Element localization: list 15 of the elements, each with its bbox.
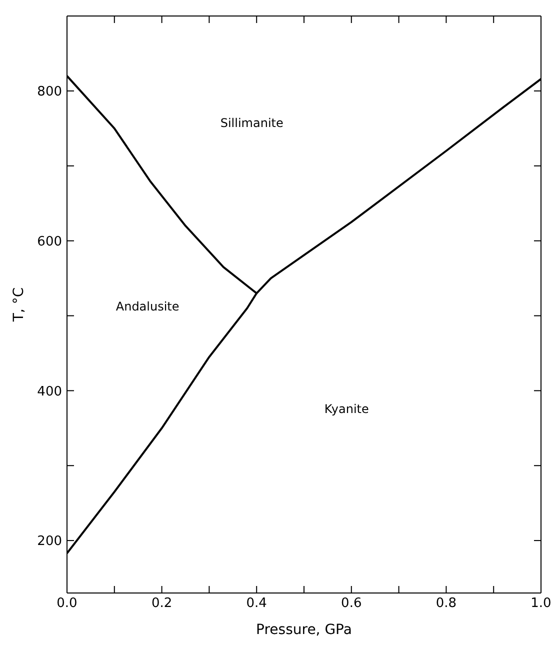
x-tick-label: 1.0 (530, 596, 552, 612)
y-tick-label: 800 (37, 84, 62, 100)
annotation: Andalusite (116, 299, 180, 314)
x-tick-label: 0.6 (341, 596, 362, 612)
y-tick-label: 600 (37, 234, 62, 250)
x-tick-label: 0.4 (246, 596, 267, 612)
annotation: Sillimanite (220, 116, 284, 130)
x-tick-label: 0.2 (151, 596, 172, 612)
y-tick-label: 200 (37, 534, 62, 550)
x-tick-label: 0.0 (56, 596, 78, 612)
annotation: Kyanite (324, 402, 369, 416)
y-axis-title: T, °C (10, 287, 27, 323)
x-tick-label: 0.8 (436, 596, 457, 612)
x-axis-title: Pressure, GPa (256, 622, 352, 638)
y-tick-label: 400 (37, 384, 62, 400)
